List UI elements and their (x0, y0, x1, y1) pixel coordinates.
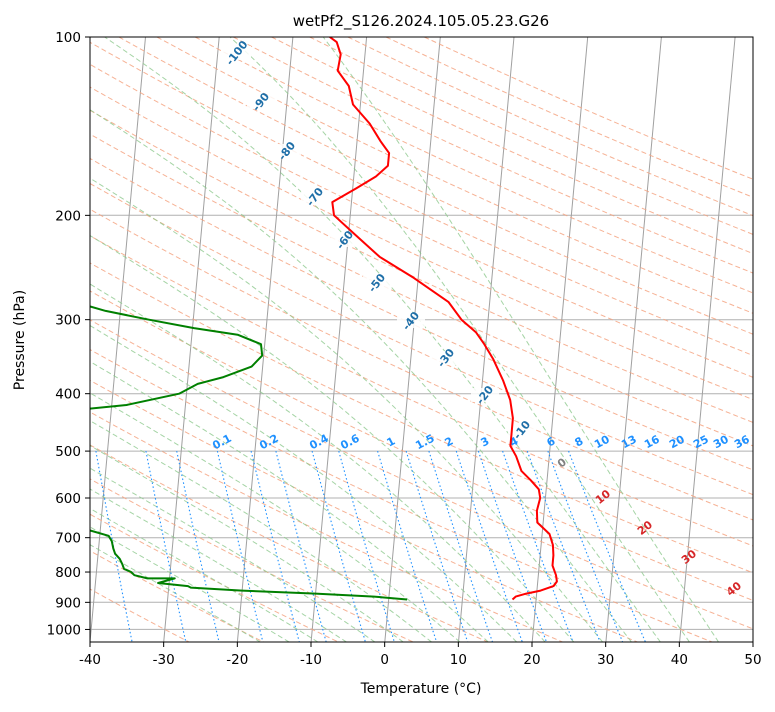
x-tick-label: 10 (450, 652, 467, 668)
chart-title: wetPf2_S126.2024.105.05.23.G26 (293, 12, 549, 31)
x-tick-label: 50 (744, 652, 761, 668)
x-tick-label: -30 (153, 652, 175, 668)
y-tick-label: 300 (55, 313, 81, 329)
y-tick-label: 200 (55, 208, 81, 224)
y-tick-label: 900 (55, 595, 81, 611)
x-tick-label: 0 (380, 652, 389, 668)
x-tick-label: -10 (300, 652, 322, 668)
y-tick-label: 400 (55, 387, 81, 403)
y-axis-label: Pressure (hPa) (12, 290, 28, 390)
y-tick-label: 600 (55, 491, 81, 507)
x-tick-label: -40 (79, 652, 101, 668)
y-tick-label: 1000 (47, 622, 81, 638)
x-axis-label: Temperature (°C) (360, 681, 482, 697)
x-tick-label: 20 (523, 652, 540, 668)
y-tick-label: 500 (55, 444, 81, 460)
y-tick-label: 100 (55, 30, 81, 46)
y-tick-label: 800 (55, 565, 81, 581)
x-tick-label: 40 (671, 652, 688, 668)
y-tick-label: 700 (55, 531, 81, 547)
x-tick-label: 30 (597, 652, 614, 668)
x-tick-label: -20 (226, 652, 248, 668)
